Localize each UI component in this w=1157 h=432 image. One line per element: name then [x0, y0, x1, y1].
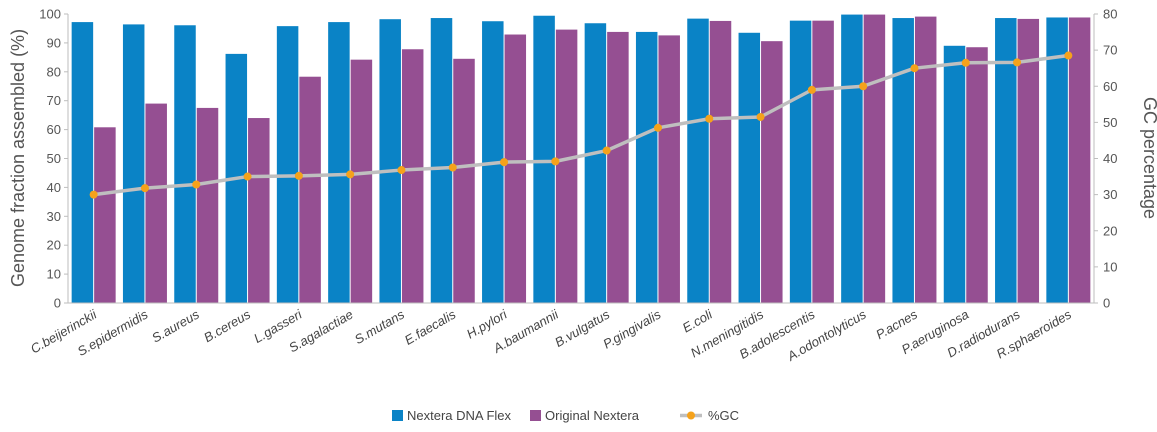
gc-point — [961, 58, 970, 67]
bar-original-nextera — [299, 76, 321, 304]
bar-nextera-dna-flex — [584, 23, 607, 303]
legend-swatch — [530, 410, 541, 421]
bar-nextera-dna-flex — [1046, 17, 1068, 303]
bar-original-nextera — [350, 59, 373, 303]
gc-point — [1013, 58, 1022, 67]
y-tick-label: 20 — [47, 238, 61, 253]
gc-point — [448, 163, 457, 172]
gc-point — [346, 170, 355, 179]
y2-tick-label: 10 — [1103, 259, 1117, 274]
x-tick-label: P.gingivalis — [600, 306, 663, 351]
y-axis-title: Genome fraction assembled (%) — [8, 29, 28, 287]
gc-point — [1064, 51, 1073, 60]
legend-swatch — [392, 410, 403, 421]
bar-original-nextera — [607, 31, 629, 303]
bar-original-nextera — [94, 127, 116, 303]
gc-point — [756, 112, 765, 121]
bar-original-nextera — [658, 35, 680, 303]
bars-layer — [71, 14, 1091, 304]
y2-tick-label: 20 — [1103, 223, 1117, 238]
bar-original-nextera — [1017, 18, 1040, 303]
gc-line-layer — [89, 51, 1073, 199]
bar-nextera-dna-flex — [122, 24, 145, 304]
gc-point — [653, 123, 662, 132]
legend-label: %GC — [708, 408, 739, 423]
bar-nextera-dna-flex — [635, 31, 658, 303]
y-tick-label: 30 — [47, 209, 61, 224]
axes-layer — [64, 13, 1098, 304]
x-tick-label: E.coli — [680, 306, 716, 335]
bar-nextera-dna-flex — [430, 18, 453, 304]
y-tick-label: 0 — [54, 296, 61, 311]
gc-point — [397, 166, 406, 175]
x-tick-label: S.aureus — [149, 306, 202, 345]
y-tick-label: 60 — [47, 122, 61, 137]
bar-nextera-dna-flex — [892, 18, 914, 304]
bar-original-nextera — [504, 34, 527, 304]
bar-original-nextera — [914, 16, 937, 303]
legend-label: Original Nextera — [545, 408, 640, 423]
bar-original-nextera — [709, 20, 732, 303]
bar-original-nextera — [196, 107, 219, 303]
bar-nextera-dna-flex — [328, 22, 350, 304]
bar-nextera-dna-flex — [533, 15, 555, 303]
bar-original-nextera — [248, 118, 270, 303]
y-tick-label: 80 — [47, 64, 61, 79]
y-tick-label: 10 — [47, 267, 61, 282]
gc-point — [243, 172, 252, 181]
y-tick-label: 50 — [47, 151, 61, 166]
bar-original-nextera — [812, 20, 834, 304]
bar-original-nextera — [145, 103, 167, 303]
y-tick-label: 40 — [47, 180, 61, 195]
y2-tick-label: 40 — [1103, 151, 1117, 166]
y-tick-label: 100 — [39, 7, 61, 22]
bar-nextera-dna-flex — [841, 14, 863, 304]
gc-point — [807, 85, 816, 94]
bar-original-nextera — [966, 47, 988, 304]
y2-axis-title: GC percentage — [1140, 97, 1157, 219]
gc-point — [89, 190, 98, 199]
legend-marker — [687, 411, 695, 420]
gc-point — [602, 146, 611, 155]
bar-original-nextera — [761, 41, 783, 304]
y-tick-label: 70 — [47, 93, 61, 108]
gc-point — [551, 157, 560, 166]
bar-original-nextera — [863, 14, 886, 304]
bar-original-nextera — [1068, 17, 1091, 303]
gc-point — [910, 64, 919, 73]
y2-tick-label: 0 — [1103, 296, 1110, 311]
y-tick-label: 90 — [47, 35, 61, 50]
y2-tick-label: 50 — [1103, 115, 1117, 130]
bar-nextera-dna-flex — [71, 22, 94, 304]
bar-nextera-dna-flex — [789, 20, 812, 304]
x-tick-label: B.cereus — [201, 306, 253, 345]
legend-label: Nextera DNA Flex — [407, 408, 512, 423]
y2-tick-label: 70 — [1103, 43, 1117, 58]
gc-line — [93, 53, 1069, 197]
y2-tick-label: 60 — [1103, 79, 1117, 94]
x-tick-label: S.mutans — [352, 306, 407, 347]
gc-point — [500, 158, 509, 167]
bar-nextera-dna-flex — [379, 19, 401, 303]
gc-point — [859, 82, 868, 91]
bar-nextera-dna-flex — [738, 32, 761, 303]
bar-original-nextera — [401, 49, 424, 304]
gc-point — [140, 184, 149, 193]
gc-point — [192, 180, 201, 189]
gc-point — [294, 171, 303, 180]
y2-tick-label: 80 — [1103, 7, 1117, 22]
x-tick-label: E.faecalis — [402, 306, 459, 347]
bar-original-nextera — [453, 58, 475, 303]
bar-nextera-dna-flex — [174, 25, 196, 304]
bar-nextera-dna-flex — [687, 18, 709, 304]
bar-nextera-dna-flex — [943, 45, 966, 303]
gc-point — [705, 114, 714, 123]
bar-nextera-dna-flex — [276, 26, 299, 303]
legend: Nextera DNA Flex Original Nextera %GC — [392, 408, 739, 423]
bar-nextera-dna-flex — [995, 18, 1017, 304]
y2-tick-label: 30 — [1103, 187, 1117, 202]
bar-original-nextera — [555, 29, 578, 304]
